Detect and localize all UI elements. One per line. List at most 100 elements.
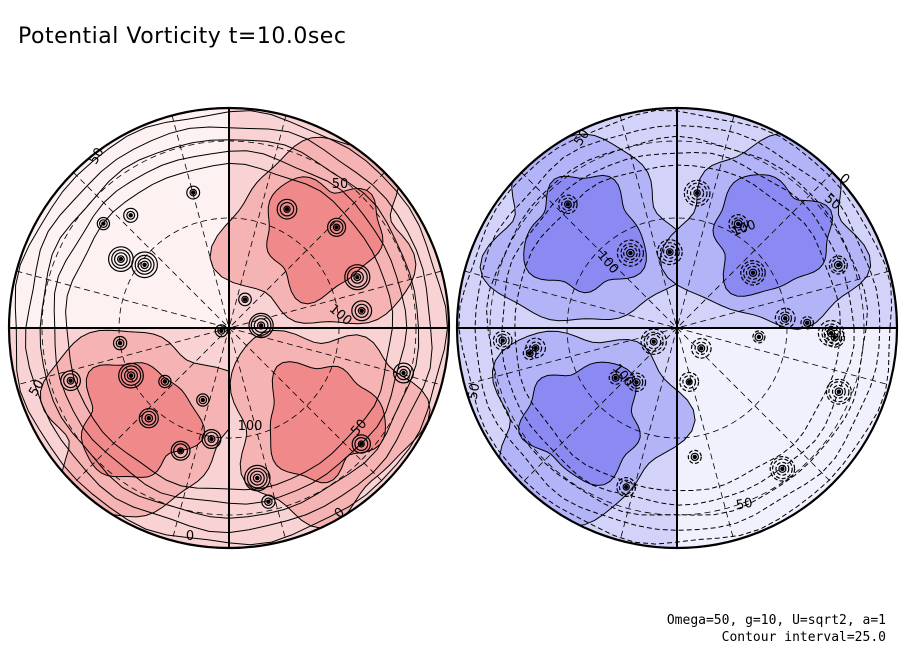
vortex-contour [98,219,108,229]
vortex-core [359,441,364,447]
vortex-core [359,308,364,313]
vortex-contour [498,336,507,345]
vortex-core [200,397,205,403]
vortex-contour [525,337,546,359]
vortex-contour [207,435,216,444]
vortex-contour [253,318,269,333]
vortex-contour [662,245,677,259]
vortex-contour [243,464,271,492]
vortex-contour [825,378,852,405]
vortex-contour [241,295,249,304]
vortex-core [756,334,762,340]
vortex-contour [115,338,125,348]
meridian-line [73,172,385,484]
vortex-contour [189,188,198,197]
vortex-contour [740,259,766,286]
vortex-contour [646,334,662,350]
vortex-contour [261,494,276,509]
vortex-contour [665,248,674,257]
vortex-core [68,378,73,383]
vortex-core [117,340,123,346]
vortex-contour [626,372,647,392]
vortex-core [783,316,788,321]
vortex-contour [131,251,159,279]
vortex-core [805,320,810,325]
vortex-contour [250,315,272,336]
vortex-contour [616,239,645,267]
vortex-core [828,331,834,336]
vortex-contour [772,458,793,480]
vortex-core [162,379,168,384]
vortex-core [750,270,756,275]
vortex-contour [828,381,850,403]
vortex-core [699,346,704,351]
vortex-contour [522,346,537,361]
vortex-contour [748,268,758,277]
vortex-core [242,297,248,302]
vortex-contour [173,443,189,459]
vortex-core [628,250,633,256]
vortex-core [692,454,697,460]
vortex-contour [564,200,572,209]
vortex-contour [177,447,185,455]
vortex-contour [817,319,845,347]
vortex-contour [620,243,641,264]
vortex-contour [649,337,658,346]
contour-label: 50 [26,377,47,399]
vortex-contour [827,329,843,345]
contour-line [458,109,893,545]
vortex-contour [126,371,136,380]
contour-label: 50 [86,145,107,167]
vortex-contour [686,182,708,204]
vortex-contour [63,373,79,389]
vortex-contour [742,262,764,283]
vortex-contour [697,344,706,353]
vortex-core [667,249,672,255]
vortex-contour [754,332,764,342]
vortex-contour [140,260,149,270]
vortex-contour [279,201,295,217]
vortex-contour [834,387,844,397]
vortex-contour [246,467,268,489]
meridian-line [16,270,442,386]
vortex-contour [354,303,369,318]
vortex-core [836,262,841,268]
vortex-core [736,221,741,227]
vortex-contour [257,321,266,330]
vortex-contour [689,186,705,201]
vortex-contour [118,362,144,389]
vortex-core [836,389,842,394]
vortex-contour [346,266,368,288]
vortex-contour [694,341,709,356]
vortex-contour [350,270,364,284]
vortex-core [533,345,538,351]
vortex-core [118,256,124,262]
vortex-contour [238,292,252,307]
vortex-contour [249,470,265,486]
vortex-contour [353,273,362,282]
vortex-contour [495,333,510,348]
vortex-contour [141,410,157,426]
vortex-contour [196,393,210,407]
vortex-core [613,375,618,381]
vortex-contour [248,312,274,339]
vortex-core [146,416,151,421]
contour-label: 50 [466,382,484,401]
vortex-core [255,475,260,481]
vortex-contour [66,376,75,385]
vortex-contour [780,313,790,323]
vortex-contour [332,223,341,232]
vortex-core [258,323,264,328]
vortex-contour [823,325,839,341]
vortex-contour [351,300,373,322]
vortex-contour [828,255,848,275]
vortex-contour [113,252,128,267]
vortex-contour [656,239,683,266]
vortex-contour [525,349,534,358]
vortex-contour [733,219,743,229]
vortex-contour [137,257,152,272]
vortex-contour [690,337,712,359]
vortex-contour [123,368,138,383]
vortex-core [780,466,785,471]
